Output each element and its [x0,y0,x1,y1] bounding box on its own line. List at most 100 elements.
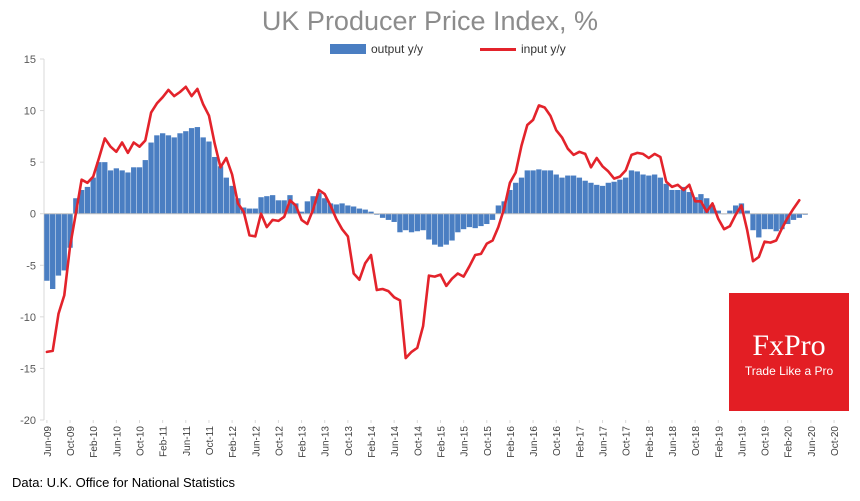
x-tick-label: Feb-19 [714,426,725,458]
output-bar [646,175,652,214]
output-bar [640,174,646,214]
output-bar [206,141,212,214]
output-bar [680,186,687,214]
output-bar [194,127,201,214]
output-bar [651,174,658,214]
output-bar [779,213,785,230]
x-tick-label: Oct-09 [66,426,77,456]
output-bar [796,213,802,218]
output-bar [125,172,131,214]
logo-tagline: Trade Like a Pro [744,364,834,378]
output-bar [478,213,484,227]
y-tick-label: -10 [20,312,36,324]
output-bar [345,205,351,214]
x-tick-label: Oct-10 [136,426,147,456]
output-bar [229,185,235,214]
output-bar [541,170,548,214]
x-tick-label: Feb-17 [575,426,586,458]
output-bar [391,213,397,222]
legend-item-output: output y/y [330,42,423,56]
output-bar [588,182,594,214]
output-bar [408,213,415,233]
output-bar [524,170,530,214]
output-bar [756,213,762,238]
output-bar [403,213,409,231]
output-bar [200,137,206,214]
x-tick-label: Feb-14 [367,426,378,458]
output-bar [634,171,640,214]
x-tick-label: Jun-10 [112,426,123,457]
output-bar [339,203,345,214]
output-bar [744,210,750,214]
x-tick-label: Jun-18 [668,426,679,457]
output-bar [605,182,611,214]
output-bar [113,168,120,214]
output-bar [397,213,403,233]
output-bar [275,200,282,214]
output-bar [565,175,571,214]
x-tick-label: Feb-18 [645,426,656,458]
y-tick-label: 0 [30,209,36,221]
legend-label-output: output y/y [371,42,424,56]
output-bar [131,167,137,214]
output-bar [570,175,577,214]
output-bar [379,213,386,218]
logo-name: FxPro [752,329,826,362]
x-tick-label: Feb-11 [159,426,170,457]
output-bar [432,213,438,245]
output-bar [171,137,177,214]
output-bar [96,162,102,214]
output-bar [90,177,96,214]
output-bar [530,170,536,214]
output-bar [119,170,125,214]
y-tick-label: -20 [20,415,36,427]
output-bar [466,213,473,228]
output-bar [78,189,85,214]
output-bar [489,213,496,220]
output-bar [750,213,756,231]
output-bar [322,198,328,214]
output-bar [368,211,374,214]
output-bar [44,213,50,281]
output-bar [258,197,264,214]
x-tick-label: Jun-20 [807,426,818,457]
output-bar [414,213,420,232]
output-bar [84,186,91,214]
output-bar [188,128,195,214]
output-bar [183,131,189,214]
output-bar [177,133,183,214]
output-bar [761,213,768,230]
x-tick-label: Jun-19 [737,426,748,457]
fxpro-logo: FxPro Trade Like a Pro [729,293,849,411]
output-bar [576,177,583,214]
output-bar [547,170,554,214]
output-bar [692,197,698,214]
legend: output y/y input y/y [0,42,860,62]
output-bar [148,142,154,214]
output-bar [455,213,461,233]
output-bar [599,185,606,214]
x-tick-label: Jun-15 [460,426,471,457]
x-tick-label: Oct-17 [622,426,633,456]
output-bar [107,170,114,214]
output-bar [269,195,276,214]
output-bar [709,205,716,214]
output-bar [536,169,542,214]
output-bar [316,193,322,214]
output-bar [102,162,108,214]
x-tick-label: Jun-16 [529,426,540,457]
output-bar [518,177,525,214]
output-bar [802,213,808,215]
x-tick-label: Jun-14 [390,426,401,457]
output-bar [362,209,368,214]
output-bar [154,135,160,214]
output-bar [443,213,449,245]
output-bar [460,213,467,230]
output-bar [559,177,565,214]
output-bar [223,177,229,214]
input-line [45,85,801,360]
output-bar [704,198,710,214]
output-bar [142,160,148,214]
x-tick-label: Jun-09 [43,426,54,457]
legend-swatch-line [480,47,516,51]
